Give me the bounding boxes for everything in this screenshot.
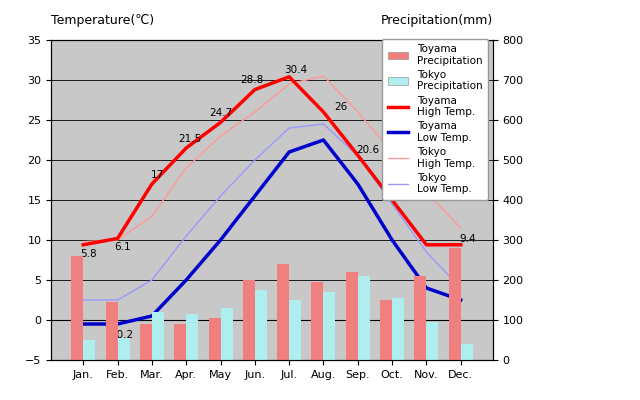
Text: 17: 17: [150, 170, 164, 180]
Toyama
Low Temp.: [422, 286, 430, 290]
Bar: [323, 292, 335, 360]
Toyama
High Temp.: [285, 74, 293, 79]
Tokyo
Low Temp.: [457, 286, 465, 290]
Text: 28.8: 28.8: [240, 75, 263, 85]
Toyama
High Temp.: [148, 182, 156, 186]
Tokyo
High Temp.: [217, 134, 225, 138]
Toyama
Low Temp.: [182, 278, 190, 282]
Text: 21.5: 21.5: [178, 134, 201, 144]
Text: 20.6: 20.6: [356, 145, 380, 155]
Bar: [312, 282, 323, 360]
Bar: [174, 324, 186, 360]
Tokyo
Low Temp.: [182, 234, 190, 238]
Bar: [414, 276, 426, 360]
Toyama
High Temp.: [422, 242, 430, 247]
Tokyo
High Temp.: [148, 214, 156, 218]
Toyama
Low Temp.: [354, 182, 362, 186]
Text: 26: 26: [334, 102, 348, 112]
Text: 5.8: 5.8: [80, 249, 97, 259]
Legend: Toyama
Precipitation, Tokyo
Precipitation, Toyama
High Temp., Toyama
Low Temp., : Toyama Precipitation, Tokyo Precipitatio…: [382, 39, 488, 200]
Bar: [106, 302, 118, 360]
Bar: [221, 308, 232, 360]
Toyama
High Temp.: [457, 242, 465, 247]
Tokyo
High Temp.: [285, 82, 293, 86]
Text: 9.4: 9.4: [460, 234, 476, 244]
Tokyo
Low Temp.: [79, 298, 87, 302]
Bar: [71, 256, 83, 360]
Bar: [152, 312, 164, 360]
Toyama
Low Temp.: [388, 238, 396, 242]
Toyama
High Temp.: [217, 120, 225, 125]
Toyama
Low Temp.: [217, 238, 225, 242]
Tokyo
High Temp.: [457, 226, 465, 230]
Bar: [426, 322, 438, 360]
Bar: [277, 264, 289, 360]
Text: Precipitation(mm): Precipitation(mm): [381, 14, 493, 27]
Toyama
Low Temp.: [285, 150, 293, 154]
Toyama
Low Temp.: [114, 322, 122, 326]
Tokyo
High Temp.: [251, 110, 259, 114]
Toyama
High Temp.: [251, 87, 259, 92]
Tokyo
High Temp.: [79, 239, 87, 244]
Toyama
High Temp.: [354, 153, 362, 158]
Tokyo
Low Temp.: [251, 158, 259, 162]
Text: Temperature(℃): Temperature(℃): [51, 14, 154, 27]
Bar: [346, 272, 358, 360]
Toyama
High Temp.: [388, 198, 396, 202]
Text: 15: 15: [396, 190, 409, 200]
Bar: [243, 280, 255, 360]
Toyama
Low Temp.: [148, 314, 156, 318]
Tokyo
High Temp.: [422, 190, 430, 194]
Toyama
Low Temp.: [79, 322, 87, 326]
Text: 30.4: 30.4: [284, 65, 308, 75]
Text: 24.7: 24.7: [209, 108, 232, 118]
Bar: [358, 276, 370, 360]
Line: Toyama
High Temp.: Toyama High Temp.: [83, 77, 461, 245]
Line: Toyama
Low Temp.: Toyama Low Temp.: [83, 140, 461, 324]
Bar: [140, 324, 152, 360]
Tokyo
Low Temp.: [388, 202, 396, 206]
Bar: [255, 290, 267, 360]
Tokyo
High Temp.: [354, 110, 362, 114]
Bar: [449, 248, 461, 360]
Bar: [461, 344, 473, 360]
Text: 6.1: 6.1: [115, 242, 131, 252]
Tokyo
High Temp.: [114, 238, 122, 242]
Toyama
High Temp.: [114, 236, 122, 241]
Toyama
Low Temp.: [319, 138, 327, 142]
Toyama
High Temp.: [182, 146, 190, 150]
Tokyo
Low Temp.: [285, 126, 293, 130]
Tokyo
Low Temp.: [354, 154, 362, 158]
Tokyo
Low Temp.: [319, 122, 327, 126]
Tokyo
Low Temp.: [148, 278, 156, 282]
Line: Tokyo
Low Temp.: Tokyo Low Temp.: [83, 124, 461, 300]
Tokyo
High Temp.: [319, 74, 327, 78]
Toyama
Low Temp.: [251, 194, 259, 198]
Bar: [289, 300, 301, 360]
Tokyo
Low Temp.: [217, 194, 225, 198]
Toyama
High Temp.: [319, 110, 327, 114]
Bar: [392, 298, 404, 360]
Bar: [186, 314, 198, 360]
Bar: [380, 300, 392, 360]
Tokyo
Low Temp.: [114, 298, 122, 302]
Tokyo
High Temp.: [182, 166, 190, 170]
Tokyo
Low Temp.: [422, 250, 430, 254]
Line: Tokyo
High Temp.: Tokyo High Temp.: [83, 76, 461, 242]
Toyama
High Temp.: [79, 242, 87, 247]
Toyama
Low Temp.: [457, 298, 465, 302]
Text: 10.2: 10.2: [111, 330, 134, 340]
Bar: [83, 340, 95, 360]
Tokyo
High Temp.: [388, 150, 396, 154]
Bar: [209, 318, 221, 360]
Bar: [118, 338, 130, 360]
